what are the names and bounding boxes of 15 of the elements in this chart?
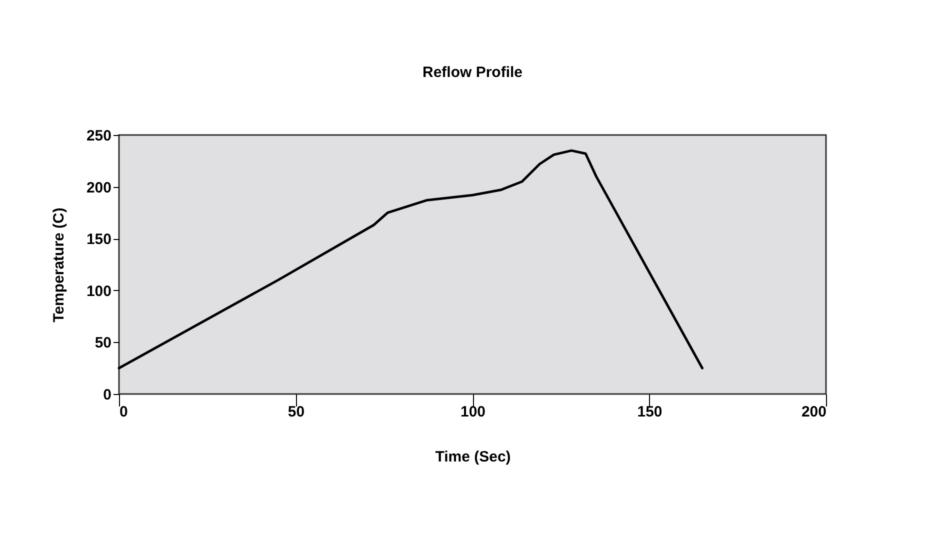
y-tick-label: 250 [86,128,112,144]
y-tick-label: 100 [86,282,112,300]
y-tick-label: 200 [86,179,112,196]
x-tick-label: 200 [801,404,826,420]
y-tick-label: 150 [86,231,112,248]
x-tick-label: 0 [120,404,128,420]
x-axis-title: Time (Sec) [435,448,511,466]
y-tick-label: 0 [103,386,112,404]
x-tick-label: 150 [637,404,662,420]
x-tick-label: 50 [288,404,305,420]
x-tick-label: 100 [460,404,486,420]
y-tick-label: 50 [94,334,112,352]
y-axis-title: Temperature (C) [50,208,68,322]
chart-title: Reflow Profile [422,64,523,81]
line-series [118,149,704,370]
